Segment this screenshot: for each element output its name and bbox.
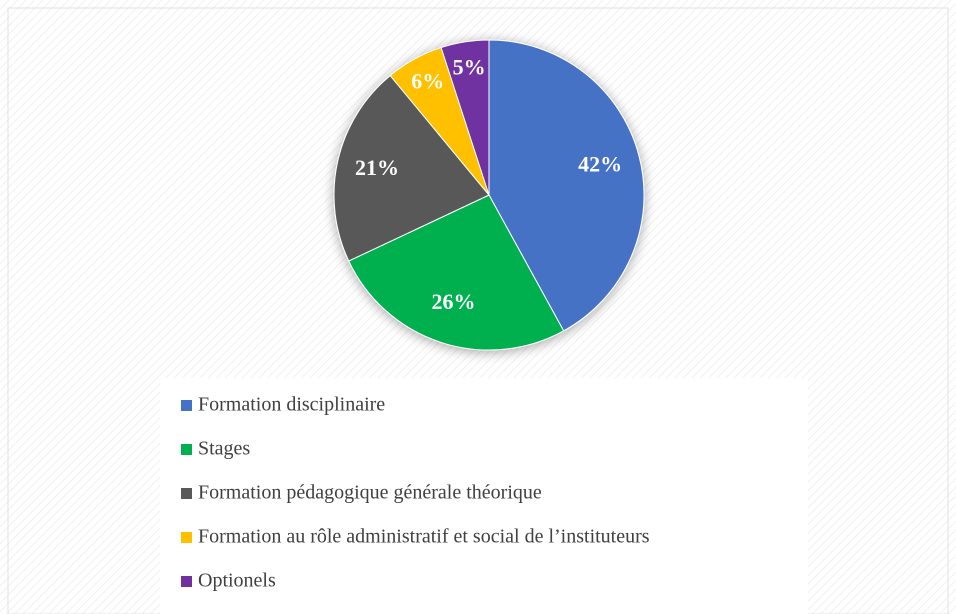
legend-swatch <box>181 532 192 543</box>
data-label: 6% <box>411 69 444 94</box>
data-label: 5% <box>453 55 486 80</box>
pie-slice <box>333 74 490 262</box>
legend-swatch <box>181 576 192 587</box>
legend-swatch <box>181 400 192 411</box>
legend-label: Stages <box>198 438 250 460</box>
legend-swatch <box>181 488 192 499</box>
pie-slice <box>488 39 645 332</box>
legend-label: Optionels <box>198 570 276 592</box>
legend-swatch <box>181 444 192 455</box>
pie <box>333 39 645 351</box>
pie-slice <box>440 39 490 196</box>
legend-label: Formation au rôle administratif et socia… <box>198 526 650 548</box>
pie-slice <box>348 194 565 351</box>
data-label: 42% <box>578 152 622 177</box>
data-label: 26% <box>432 289 476 314</box>
data-label: 21% <box>355 155 399 180</box>
legend-label: Formation disciplinaire <box>198 394 385 416</box>
legend-label: Formation pédagogique générale théorique <box>198 482 542 504</box>
frame <box>7 7 949 614</box>
legend-box <box>160 378 808 614</box>
